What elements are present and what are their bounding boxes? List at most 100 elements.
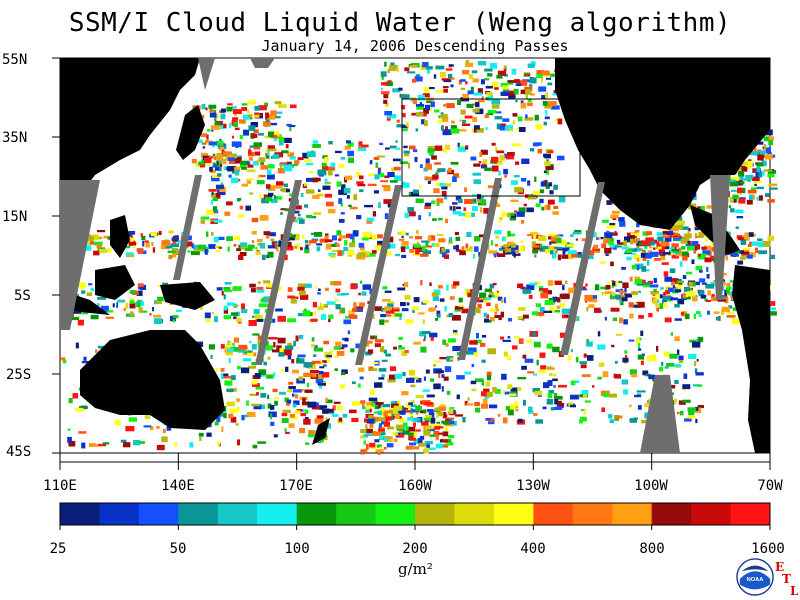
cloud-pixel (401, 432, 404, 436)
cloud-pixel (328, 252, 336, 256)
cloud-pixel (524, 358, 534, 363)
cloud-pixel (385, 81, 393, 86)
cloud-pixel (407, 432, 414, 436)
cloud-pixel (484, 78, 490, 81)
cloud-pixel (499, 125, 505, 131)
cloud-pixel (486, 391, 493, 398)
cloud-pixel (401, 105, 406, 110)
cloud-pixel (431, 155, 437, 160)
cloud-pixel (728, 205, 731, 209)
cloud-pixel (311, 360, 321, 364)
cloud-pixel (266, 283, 275, 288)
cloud-pixel (384, 61, 387, 67)
cloud-pixel (464, 198, 473, 204)
cloud-pixel (547, 204, 550, 210)
cloud-pixel (293, 164, 298, 167)
cloud-pixel (316, 246, 321, 252)
cloud-pixel (530, 93, 535, 96)
cloud-pixel (459, 250, 466, 256)
cloud-pixel (513, 335, 520, 339)
cloud-pixel (291, 234, 296, 238)
cloud-pixel (704, 245, 712, 251)
cloud-pixel (410, 384, 416, 388)
cloud-pixel (735, 209, 744, 214)
cloud-pixel (736, 216, 744, 219)
inset-box (401, 98, 581, 197)
cloud-pixel (423, 335, 427, 340)
cloud-pixel (368, 173, 375, 177)
cloud-pixel (204, 312, 211, 319)
cloud-pixel (455, 249, 462, 252)
cloud-pixel (518, 418, 523, 423)
cloud-pixel (695, 311, 701, 314)
cloud-pixel (456, 244, 459, 251)
cloud-pixel (293, 400, 300, 405)
cloud-pixel (584, 294, 593, 301)
cloud-pixel (518, 80, 528, 86)
cloud-pixel (474, 236, 481, 242)
cloud-pixel (247, 352, 254, 356)
cloud-pixel (387, 172, 395, 178)
cloud-pixel (381, 185, 390, 188)
cloud-pixel (653, 247, 656, 250)
cloud-pixel (479, 342, 486, 347)
cloud-pixel (638, 290, 641, 293)
cloud-pixel (428, 410, 433, 413)
cloud-pixel (631, 291, 639, 296)
cloud-pixel (532, 234, 537, 239)
cloud-pixel (251, 240, 255, 244)
cloud-pixel (764, 154, 773, 160)
colorbar-segment (415, 503, 455, 525)
cloud-pixel (554, 246, 563, 249)
cloud-pixel (347, 249, 355, 256)
cloud-pixel (377, 234, 383, 239)
cloud-pixel (328, 318, 331, 323)
cloud-pixel (411, 112, 420, 116)
cloud-pixel (305, 162, 314, 166)
cloud-pixel (377, 402, 384, 408)
cloud-pixel (425, 415, 432, 418)
cloud-pixel (669, 268, 676, 273)
cloud-pixel (663, 302, 667, 308)
cloud-pixel (346, 140, 351, 144)
cloud-pixel (726, 283, 731, 286)
cloud-pixel (566, 244, 575, 247)
cloud-pixel (374, 404, 380, 410)
cloud-pixel (512, 113, 518, 117)
cloud-pixel (546, 159, 549, 163)
cloud-pixel (224, 380, 233, 386)
cloud-pixel (409, 236, 413, 239)
cloud-pixel (172, 252, 177, 258)
cloud-pixel (275, 308, 283, 312)
cloud-pixel (392, 431, 395, 436)
swath-gap-5 (560, 182, 605, 355)
cloud-pixel (487, 109, 497, 114)
cloud-pixel (286, 399, 292, 404)
cloud-pixel (320, 314, 326, 320)
cloud-pixel (647, 239, 655, 246)
cloud-pixel (241, 166, 247, 170)
cloud-pixel (422, 319, 425, 325)
cloud-pixel (404, 349, 409, 354)
cloud-pixel (325, 233, 329, 237)
cloud-pixel (705, 300, 712, 302)
cloud-pixel (758, 141, 764, 145)
cloud-pixel (314, 418, 324, 424)
cloud-pixel (408, 402, 413, 406)
cloud-pixel (633, 254, 640, 260)
cloud-pixel (321, 162, 327, 167)
cloud-pixel (632, 252, 636, 255)
cloud-pixel (187, 235, 192, 241)
colorbar (59, 502, 771, 530)
cloud-pixel (476, 332, 479, 339)
cloud-pixel (534, 176, 537, 182)
cloud-pixel (498, 170, 501, 176)
cloud-pixel (406, 402, 411, 408)
cloud-pixel (431, 292, 439, 297)
cloud-pixel (129, 235, 134, 242)
cloud-pixel (425, 104, 431, 111)
cloud-pixel (645, 253, 653, 259)
cloud-pixel (547, 380, 553, 386)
cloud-pixel (319, 302, 322, 309)
cloud-pixel (279, 163, 287, 166)
